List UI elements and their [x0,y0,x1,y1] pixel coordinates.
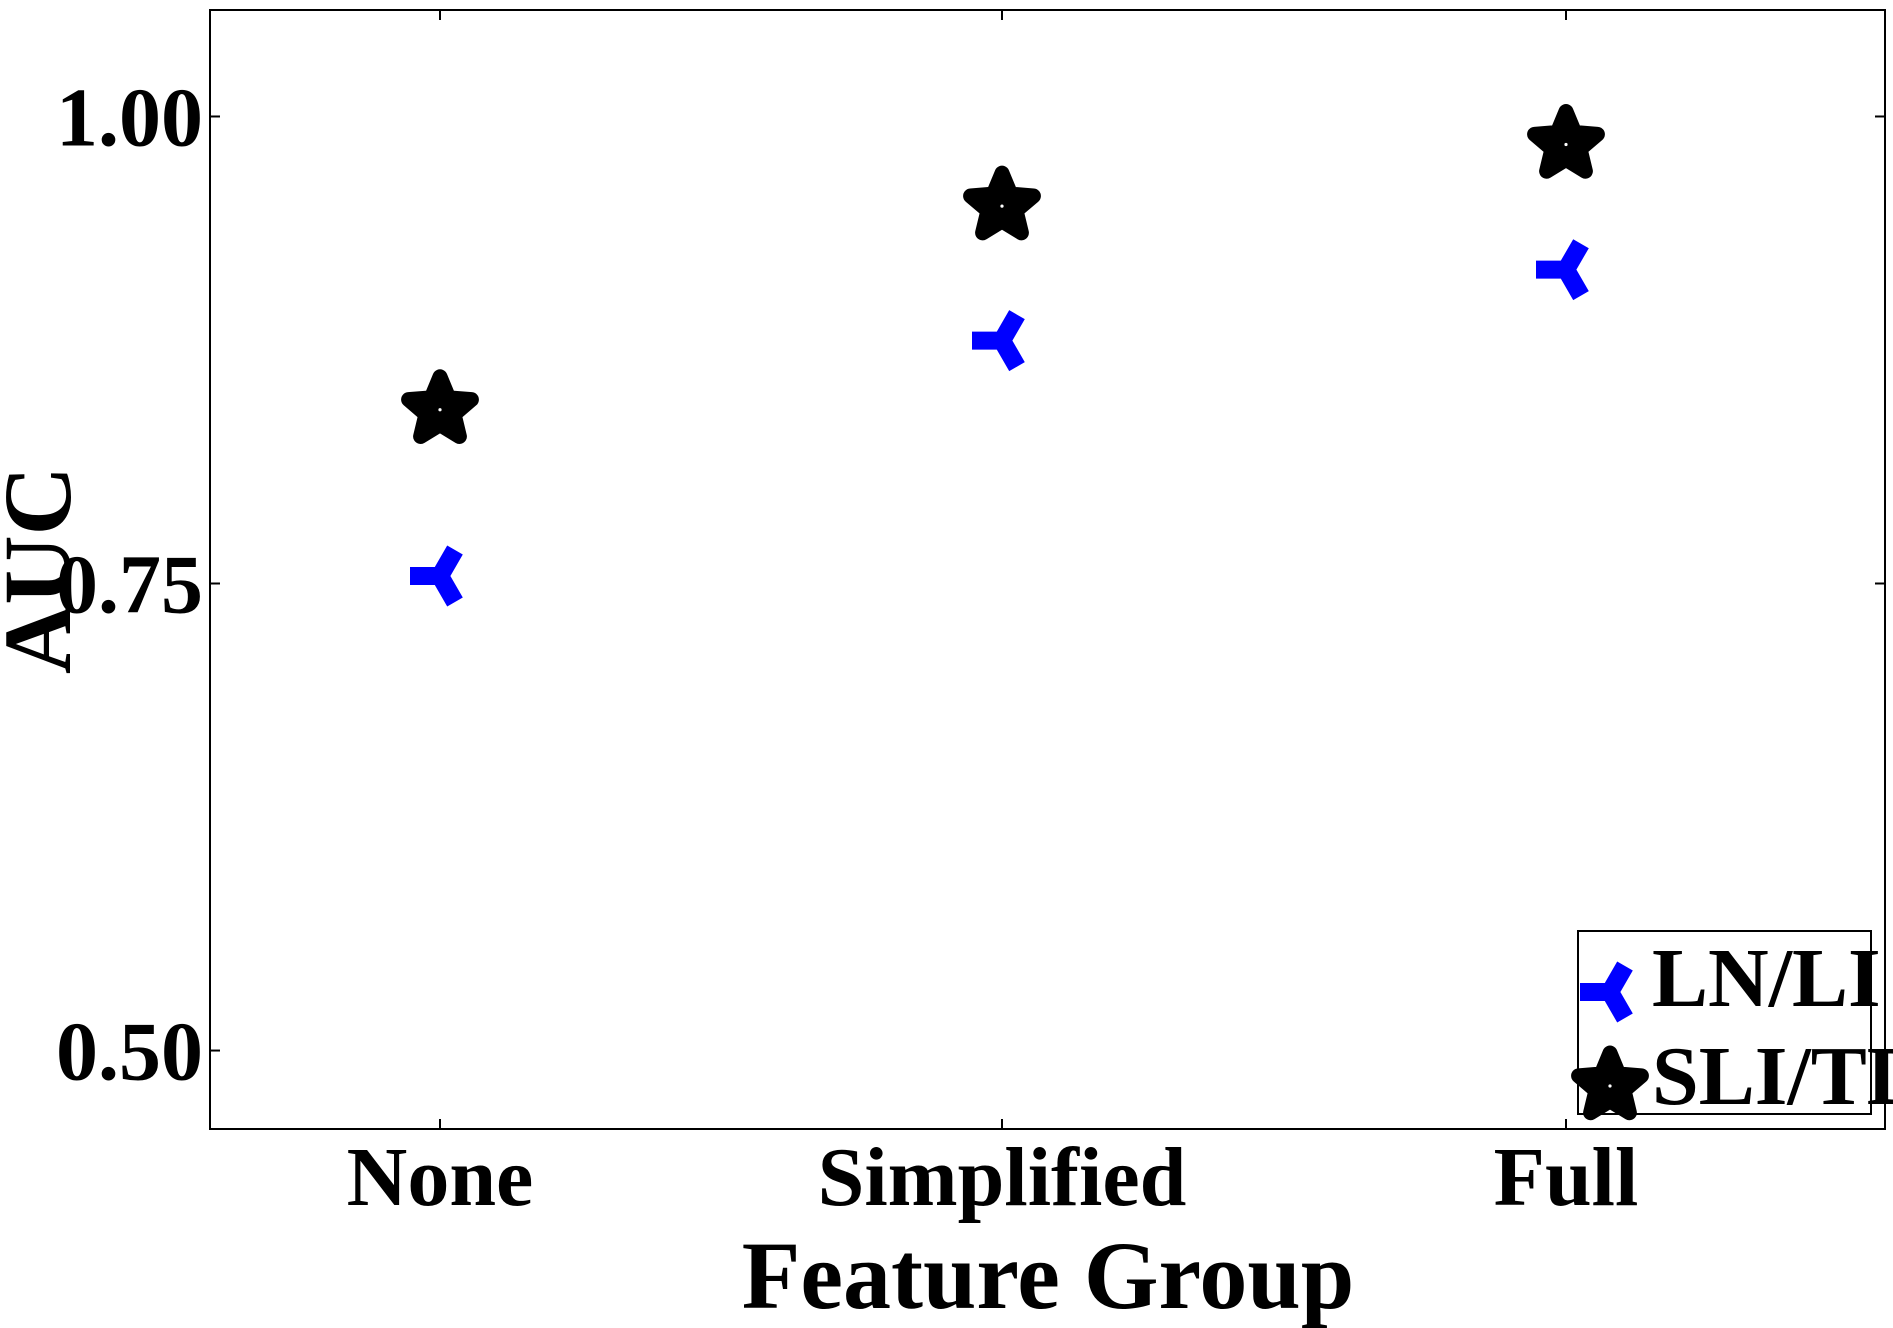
point-ln-li-simplified [972,310,1025,372]
legend-markers [1571,961,1649,1121]
axis-ticks [210,10,1885,1129]
legend-marker-ln-li [1580,961,1633,1023]
point-ln-li-full [1536,239,1589,301]
point-sli-td-none [401,369,479,444]
x-tick-label-none: None [347,1131,534,1224]
x-axis-label: Feature Group [742,1222,1354,1328]
x-tick-label-simplified: Simplified [818,1131,1187,1224]
legend-marker-sli-td [1571,1045,1649,1121]
x-tick-labels: None Simplified Full [347,1131,1639,1224]
point-sli-td-full [1527,104,1605,179]
y-tick-label-075: 0.75 [56,539,203,632]
y-tick-labels: 0.50 0.75 1.00 [56,71,203,1098]
y-axis-label: AUC [0,466,91,674]
x-tick-label-full: Full [1494,1131,1639,1224]
point-sli-td-simplified [963,165,1041,241]
legend: LN/LI SLI/TD [1571,930,1893,1123]
point-ln-li-none [410,545,463,607]
y-tick-label-100: 1.00 [56,71,203,164]
legend-label-sli-td: SLI/TD [1652,1030,1893,1123]
y-tick-label-050: 0.50 [56,1006,203,1099]
legend-label-ln-li: LN/LI [1652,932,1881,1025]
data-points [401,104,1605,607]
plot-area [209,9,1886,1130]
